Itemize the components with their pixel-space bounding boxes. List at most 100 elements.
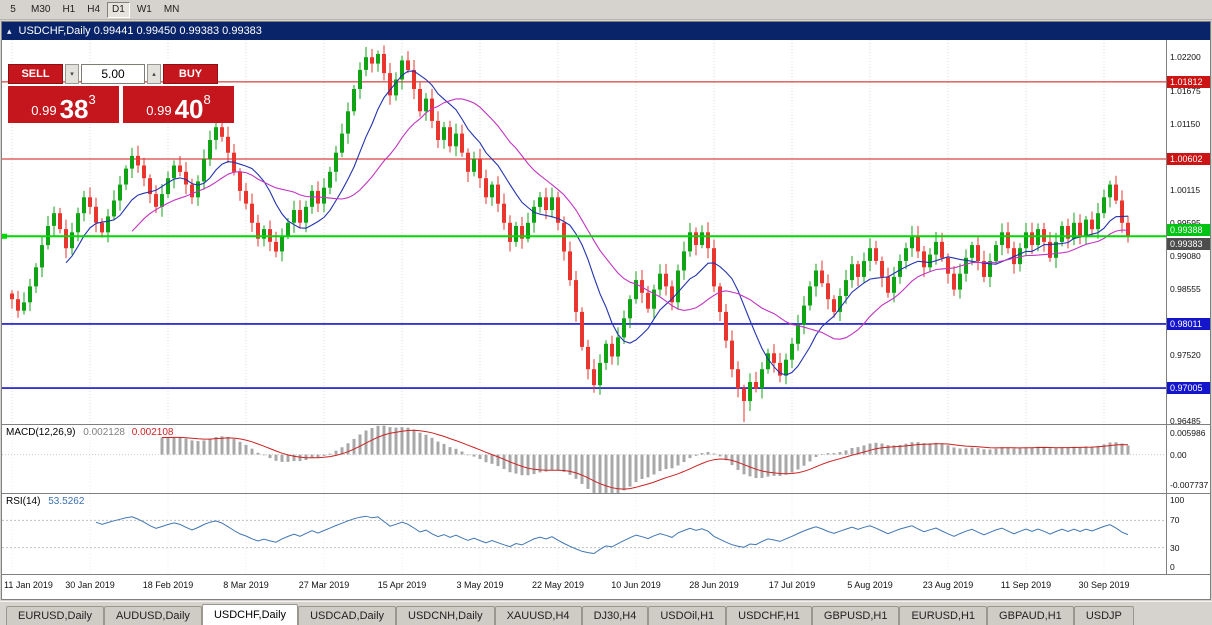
chart-tab-usdcad-daily[interactable]: USDCAD,Daily <box>298 606 397 625</box>
macd-indicator-label: MACD(12,26,9) 0.002128 0.002108 <box>6 427 173 438</box>
timeframe-button-h4[interactable]: H4 <box>87 4 101 15</box>
date-label: 30 Jan 2019 <box>65 580 115 590</box>
date-label: 11 Jan 2019 <box>4 580 53 590</box>
chart-tab-audusd-daily[interactable]: AUDUSD,Daily <box>103 606 202 625</box>
one-click-trading-panel: SELL ▾ ▴ BUY 0.99 38 3 0.99 40 <box>8 64 234 123</box>
chevron-down-icon: ▾ <box>70 71 74 78</box>
price-tick-label: 1.00115 <box>1170 185 1201 195</box>
rsi-panel-canvas[interactable] <box>2 494 1166 574</box>
chart-window: ▴ USDCHF,Daily 0.99441 0.99450 0.99383 0… <box>1 21 1211 600</box>
grid-vertical-lines <box>11 40 1105 424</box>
date-label: 3 May 2019 <box>456 580 504 590</box>
date-label: 23 Aug 2019 <box>922 580 974 590</box>
line-price-badge: 1.01812 <box>1167 76 1210 88</box>
chart-plot-area: 1.02200 1.01675 1.01150 1.00115 0.99595 0.990… <box>2 40 1210 599</box>
buy-price-display[interactable]: 0.99 40 8 <box>123 86 234 123</box>
rsi-axis-label: 70 <box>1170 515 1180 526</box>
macd-axis-label: 0.00 <box>1170 449 1187 460</box>
date-label: 30 Sep 2019 <box>1078 580 1130 590</box>
panel-separator[interactable] <box>2 574 1210 575</box>
line-anchor <box>2 233 7 239</box>
macd-signal-value: 0.002108 <box>131 427 174 438</box>
buy-price-point: 8 <box>203 92 211 107</box>
volume-decrease-button[interactable]: ▾ <box>65 64 79 84</box>
timeframe-button-h1[interactable]: H1 <box>62 4 76 15</box>
sell-price-prefix: 0.99 <box>31 103 57 118</box>
date-label: 17 Jul 2019 <box>768 580 816 590</box>
date-label: 10 Jun 2019 <box>611 580 661 590</box>
date-label: 18 Feb 2019 <box>142 580 194 590</box>
ma-slow-line <box>131 98 1129 340</box>
chart-tab-gbpusd-h1[interactable]: GBPUSD,H1 <box>811 606 900 625</box>
chart-tab-usdcnh-daily[interactable]: USDCNH,Daily <box>396 606 495 625</box>
volume-input[interactable] <box>81 64 145 84</box>
chart-tab-usdchf-daily[interactable]: USDCHF,Daily <box>201 604 299 625</box>
macd-signal-line <box>162 429 1129 490</box>
line-price-badge: 1.00602 <box>1167 153 1210 165</box>
macd-panel-canvas[interactable] <box>2 425 1166 493</box>
chart-tab-eurusd-daily[interactable]: EURUSD,Daily <box>6 606 104 625</box>
sell-button[interactable]: SELL <box>8 64 63 84</box>
date-label: 11 Sep 2019 <box>1000 580 1052 590</box>
macd-axis-label: 0.005986 <box>1170 428 1206 438</box>
line-price-badge: 0.98011 <box>1167 318 1210 330</box>
price-tick-label: 0.97520 <box>1170 350 1201 360</box>
timeframe-button-d1[interactable]: D1 <box>107 1 130 18</box>
rsi-grid <box>11 494 1105 574</box>
panel-separator[interactable] <box>2 493 1210 494</box>
price-tick-label: 0.99595 <box>1170 218 1201 228</box>
price-tick-label: 0.99080 <box>1170 251 1201 261</box>
buy-price-prefix: 0.99 <box>146 103 172 118</box>
collapse-icon[interactable]: ▴ <box>7 25 12 36</box>
date-label: 28 Jun 2019 <box>689 580 739 590</box>
rsi-axis-label: 0 <box>1170 562 1175 572</box>
macd-main-value: 0.002128 <box>83 427 125 438</box>
ma-fast-line <box>65 70 1129 376</box>
bid-price-badge: 0.99383 <box>1167 238 1210 250</box>
macd-histogram <box>160 425 1130 493</box>
chart-tab-usdchf-h1[interactable]: USDCHF,H1 <box>726 606 812 625</box>
date-label: 5 Aug 2019 <box>847 580 893 590</box>
macd-name: MACD(12,26,9) <box>6 427 76 438</box>
chart-tab-dj30-h4[interactable]: DJ30,H4 <box>581 606 649 625</box>
timeframe-button-m30[interactable]: M30 <box>31 4 51 15</box>
chart-tab-usdoil-h1[interactable]: USDOil,H1 <box>648 606 727 625</box>
chart-tab-gbpaud-h1[interactable]: GBPAUD,H1 <box>987 606 1074 625</box>
price-tick-label: 1.02200 <box>1170 52 1201 62</box>
rsi-name: RSI(14) <box>6 496 41 507</box>
price-tick-label: 0.98555 <box>1170 284 1201 294</box>
rsi-line <box>95 515 1129 555</box>
rsi-value: 53.5262 <box>48 496 85 507</box>
rsi-indicator-label: RSI(14) 53.5262 <box>6 496 84 507</box>
price-axis-separator <box>1166 40 1167 575</box>
chart-tab-usdjp[interactable]: USDJP <box>1073 606 1134 625</box>
timeframe-button-w1[interactable]: W1 <box>136 4 152 15</box>
volume-increase-button[interactable]: ▴ <box>147 64 161 84</box>
chart-title-bar[interactable]: ▴ USDCHF,Daily 0.99441 0.99450 0.99383 0… <box>2 22 1210 40</box>
price-tick-label: 1.01675 <box>1170 86 1201 96</box>
sell-price-display[interactable]: 0.99 38 3 <box>8 86 119 123</box>
buy-button[interactable]: BUY <box>163 64 218 84</box>
main-chart-canvas[interactable] <box>2 40 1166 424</box>
rsi-axis-label: 100 <box>1170 495 1185 505</box>
timeframe-button-5[interactable]: 5 <box>10 4 16 15</box>
line-price-badge: 0.99388 <box>1167 224 1210 236</box>
rsi-axis-label: 30 <box>1170 542 1180 553</box>
buy-price-pips: 40 <box>174 93 204 124</box>
chevron-up-icon: ▴ <box>152 71 156 78</box>
sell-price-point: 3 <box>88 92 96 107</box>
panel-separator[interactable] <box>2 424 1210 425</box>
price-tick-label: 1.01150 <box>1170 119 1201 129</box>
timeframe-button-mn[interactable]: MN <box>163 4 180 15</box>
timeframe-toolbar: 5 M30 H1 H4 D1 W1 MN <box>0 0 1212 20</box>
date-label: 8 Mar 2019 <box>223 580 269 590</box>
date-label: 22 May 2019 <box>531 580 585 590</box>
macd-axis-label: -0.007737 <box>1170 480 1209 490</box>
line-price-badge: 0.97005 <box>1167 382 1210 394</box>
chart-tab-xauusd-h4[interactable]: XAUUSD,H4 <box>494 606 582 625</box>
chart-title: USDCHF,Daily 0.99441 0.99450 0.99383 0.9… <box>18 25 262 37</box>
date-label: 15 Apr 2019 <box>377 580 427 590</box>
date-label: 27 Mar 2019 <box>298 580 350 590</box>
chart-tab-eurusd-h1[interactable]: EURUSD,H1 <box>899 606 988 625</box>
sell-price-pips: 38 <box>59 93 89 124</box>
